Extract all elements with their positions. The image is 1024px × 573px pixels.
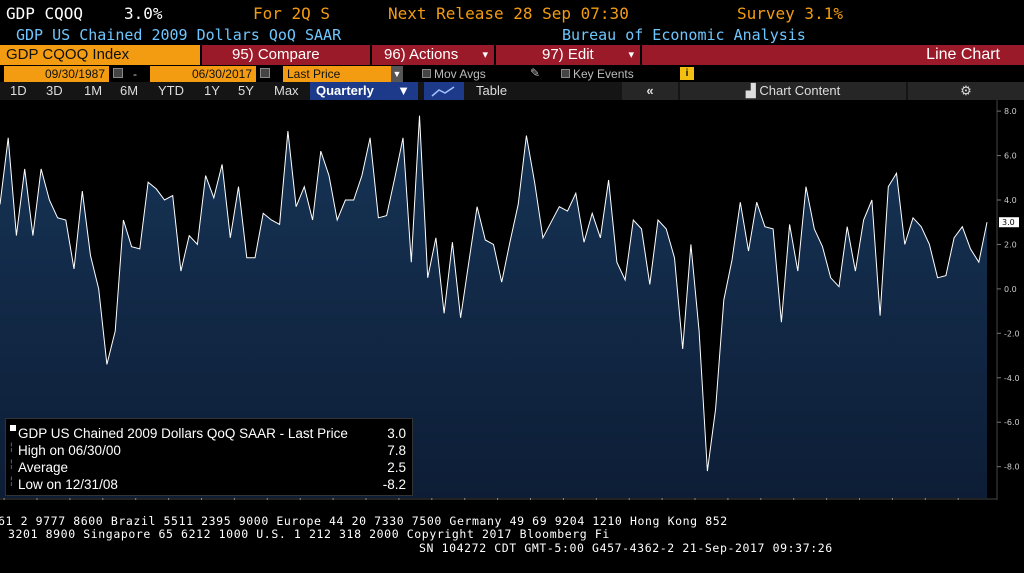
- period-button-1y[interactable]: 1Y: [204, 83, 220, 98]
- series-area: [0, 115, 987, 498]
- legend-high-label: High on 06/30/00: [18, 443, 121, 458]
- period-button-6m[interactable]: 6M: [120, 83, 139, 98]
- key-events-label: Key Events: [573, 67, 634, 81]
- collapse-icon: «: [646, 83, 654, 98]
- period-button-1d[interactable]: 1D: [10, 83, 27, 98]
- y-axis: 8.0 6.0 4.0 2.0 0.0 -2.0 -4.0 -6.0 -8.0 3.0: [997, 107, 1020, 472]
- footer-session-info: SN 104272 CDT GMT-5:00 G457-4362-2 21-Se…: [419, 541, 833, 555]
- date-range-bar: 09/30/1987 - 06/30/2017 Last Price ▼ Mov…: [0, 66, 1024, 82]
- y-tick-label: 2.0: [1004, 240, 1017, 249]
- gdp-chart: 8.0 6.0 4.0 2.0 0.0 -2.0 -4.0 -6.0 -8.0 3.0 19881…: [0, 100, 1020, 500]
- source-label: Bureau of Economic Analysis: [562, 26, 806, 44]
- compare-button[interactable]: 95) Compare: [202, 45, 370, 65]
- legend-series: GDP US Chained 2009 Dollars QoQ SAAR - L…: [18, 426, 348, 441]
- chart-content-label: Chart Content: [759, 83, 841, 98]
- end-date-field[interactable]: 06/30/2017: [150, 66, 256, 82]
- table-button[interactable]: Table: [470, 82, 513, 100]
- start-date-value: 09/30/1987: [44, 67, 105, 81]
- line-chart-glyph: [431, 86, 455, 97]
- y-tick-label: -6.0: [1004, 418, 1020, 427]
- period-button-max[interactable]: Max: [274, 83, 299, 98]
- period-button-3d[interactable]: 3D: [46, 83, 63, 98]
- x-axis: 1988198919901991199219931994199519961997…: [3, 498, 959, 500]
- view-title-label: Line Chart: [926, 46, 1000, 63]
- series-swatch: [10, 425, 16, 431]
- chart-content-button[interactable]: ▟ Chart Content: [680, 82, 906, 100]
- security-field[interactable]: GDP CQOQ Index: [0, 45, 200, 65]
- header-bar: GDP CQOQ 3.0% For 2Q S Next Release 28 S…: [0, 0, 1024, 26]
- period-label: For 2Q S: [253, 4, 331, 23]
- gear-icon: ⚙: [960, 83, 972, 98]
- y-tick-label: 8.0: [1004, 107, 1017, 116]
- y-tick-label: -2.0: [1004, 329, 1020, 338]
- field-select-value: Last Price: [287, 67, 341, 81]
- actions-label: 96) Actions: [384, 46, 459, 63]
- mov-avgs-label: Mov Avgs: [434, 67, 486, 81]
- range-separator: -: [133, 67, 137, 81]
- legend-low-value: -8.2: [382, 477, 406, 492]
- y-tick-label: -8.0: [1004, 463, 1020, 472]
- legend-bullet: ¦: [10, 459, 13, 470]
- view-title: Line Chart: [642, 45, 1024, 65]
- pencil-icon[interactable]: ✎: [530, 66, 541, 80]
- y-tick-label: 6.0: [1004, 152, 1017, 161]
- survey-value: Survey 3.1%: [737, 4, 843, 23]
- legend-avg-label: Average: [18, 460, 69, 475]
- start-date-field[interactable]: 09/30/1987: [4, 66, 109, 82]
- field-select[interactable]: Last Price: [283, 66, 391, 82]
- menu-bar: GDP CQOQ Index 95) Compare 96) Actions ▾ …: [0, 45, 1024, 65]
- series-line: [0, 115, 988, 472]
- legend-series-value: 3.0: [387, 426, 406, 441]
- area-layer: [0, 115, 988, 498]
- edit-button[interactable]: 97) Edit ▾: [496, 45, 640, 65]
- y-tick-label: -4.0: [1004, 374, 1020, 383]
- next-release: Next Release 28 Sep 07:30: [388, 4, 629, 23]
- footer: 61 2 9777 8600 Brazil 5511 2395 9000 Eur…: [0, 512, 1024, 573]
- chevron-down-icon: ▼: [397, 83, 410, 98]
- legend-panel: GDP US Chained 2009 Dollars QoQ SAAR - L…: [5, 418, 413, 496]
- security-field-label: GDP CQOQ Index: [6, 46, 130, 63]
- legend-high-value: 7.8: [387, 443, 406, 458]
- calendar-icon[interactable]: [260, 68, 270, 78]
- calendar-icon[interactable]: [113, 68, 123, 78]
- legend-bullet: ¦: [10, 442, 13, 453]
- actions-dropdown-icon: ▾: [482, 49, 488, 61]
- chevron-down-icon[interactable]: ▼: [391, 66, 403, 82]
- mov-avgs-checkbox[interactable]: [422, 69, 431, 78]
- y-tick-label: 4.0: [1004, 196, 1017, 205]
- title-bar: GDP US Chained 2009 Dollars QoQ SAAR Bur…: [0, 26, 1024, 44]
- actions-button[interactable]: 96) Actions ▾: [372, 45, 494, 65]
- line-chart-icon[interactable]: [424, 82, 464, 100]
- settings-button[interactable]: ⚙: [908, 82, 1024, 100]
- last-value: 3.0%: [124, 4, 163, 23]
- footer-contacts-1: 61 2 9777 8600 Brazil 5511 2395 9000 Eur…: [0, 514, 728, 528]
- toolbar: 1D 3D 1M 6M YTD 1Y 5Y Max Quarterly ▼ Table « ▟ …: [0, 82, 1024, 100]
- security-title: GDP US Chained 2009 Dollars QoQ SAAR: [16, 26, 342, 44]
- info-icon[interactable]: i: [680, 67, 694, 80]
- period-button-1m[interactable]: 1M: [84, 83, 103, 98]
- period-button-5y[interactable]: 5Y: [238, 83, 254, 98]
- frequency-value: Quarterly: [316, 83, 374, 98]
- key-events-checkbox[interactable]: [561, 69, 570, 78]
- edit-dropdown-icon: ▾: [628, 49, 634, 61]
- legend-low-label: Low on 12/31/08: [18, 477, 118, 492]
- y-tick-label: 0.0: [1004, 285, 1017, 294]
- last-value-tag-label: 3.0: [1002, 218, 1015, 227]
- last-value-tag: [999, 217, 1019, 228]
- frequency-select[interactable]: Quarterly ▼: [310, 82, 418, 100]
- legend-avg-value: 2.5: [387, 460, 406, 475]
- edit-label: 97) Edit: [542, 46, 594, 63]
- period-button-ytd[interactable]: YTD: [158, 83, 184, 98]
- end-date-value: 06/30/2017: [191, 67, 252, 81]
- compare-label: 95) Compare: [232, 46, 320, 63]
- collapse-button[interactable]: «: [622, 82, 678, 100]
- chart-content-icon: ▟: [745, 83, 756, 98]
- footer-contacts-2: 3201 8900 Singapore 65 6212 1000 U.S. 1 …: [8, 527, 610, 541]
- table-label: Table: [476, 83, 508, 98]
- ticker-label: GDP CQOQ: [6, 4, 84, 23]
- legend-bullet: ¦: [10, 476, 13, 487]
